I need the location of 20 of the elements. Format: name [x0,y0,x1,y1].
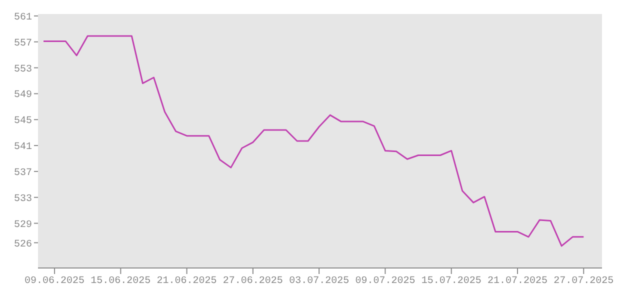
x-tick-label: 09.06.2025 [24,276,85,288]
x-tick-label: 27.06.2025 [222,276,283,288]
y-tick-label: 529 [14,220,32,231]
y-tick-label: 549 [14,90,32,102]
x-tick-label: 03.07.2025 [289,276,350,288]
y-tick-label: 541 [14,142,32,154]
y-tick-label: 526 [14,239,32,250]
y-tick-label: 553 [14,64,32,76]
y-tick-label: 533 [14,194,32,205]
x-tick-label: 15.06.2025 [90,276,151,288]
x-tick-label: 21.06.2025 [156,276,217,288]
x-tick-label: 21.07.2025 [487,276,548,288]
x-tick-label: 15.07.2025 [421,276,482,288]
y-tick-label: 557 [14,38,32,50]
y-tick-label: 537 [14,168,32,180]
y-tick-label: 561 [14,12,32,24]
y-tick-label: 545 [14,116,32,128]
x-tick-label: 27.07.2025 [554,276,614,288]
line-series [42,35,584,247]
x-tick-label: 09.07.2025 [355,276,416,288]
